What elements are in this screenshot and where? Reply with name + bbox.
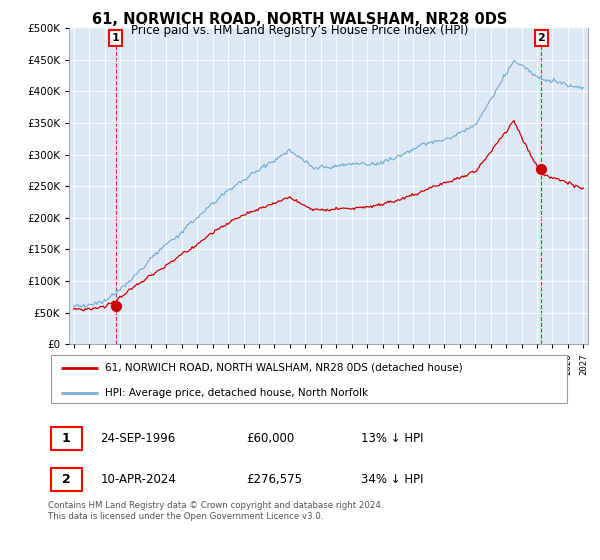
Text: 2: 2 [62, 473, 71, 486]
Text: Contains HM Land Registry data © Crown copyright and database right 2024.
This d: Contains HM Land Registry data © Crown c… [48, 501, 383, 521]
Text: 2: 2 [538, 32, 545, 43]
FancyBboxPatch shape [50, 427, 82, 450]
Text: 61, NORWICH ROAD, NORTH WALSHAM, NR28 0DS (detached house): 61, NORWICH ROAD, NORTH WALSHAM, NR28 0D… [106, 363, 463, 373]
Text: £60,000: £60,000 [247, 432, 295, 445]
Text: 61, NORWICH ROAD, NORTH WALSHAM, NR28 0DS: 61, NORWICH ROAD, NORTH WALSHAM, NR28 0D… [92, 12, 508, 27]
Text: HPI: Average price, detached house, North Norfolk: HPI: Average price, detached house, Nort… [106, 388, 368, 398]
Text: 10-APR-2024: 10-APR-2024 [100, 473, 176, 486]
Text: 13% ↓ HPI: 13% ↓ HPI [361, 432, 424, 445]
Text: Price paid vs. HM Land Registry’s House Price Index (HPI): Price paid vs. HM Land Registry’s House … [131, 24, 469, 36]
FancyBboxPatch shape [50, 468, 82, 491]
Text: 1: 1 [62, 432, 71, 445]
FancyBboxPatch shape [50, 356, 568, 403]
Text: 1: 1 [112, 32, 119, 43]
Text: 34% ↓ HPI: 34% ↓ HPI [361, 473, 424, 486]
Text: £276,575: £276,575 [247, 473, 302, 486]
Text: 24-SEP-1996: 24-SEP-1996 [100, 432, 175, 445]
